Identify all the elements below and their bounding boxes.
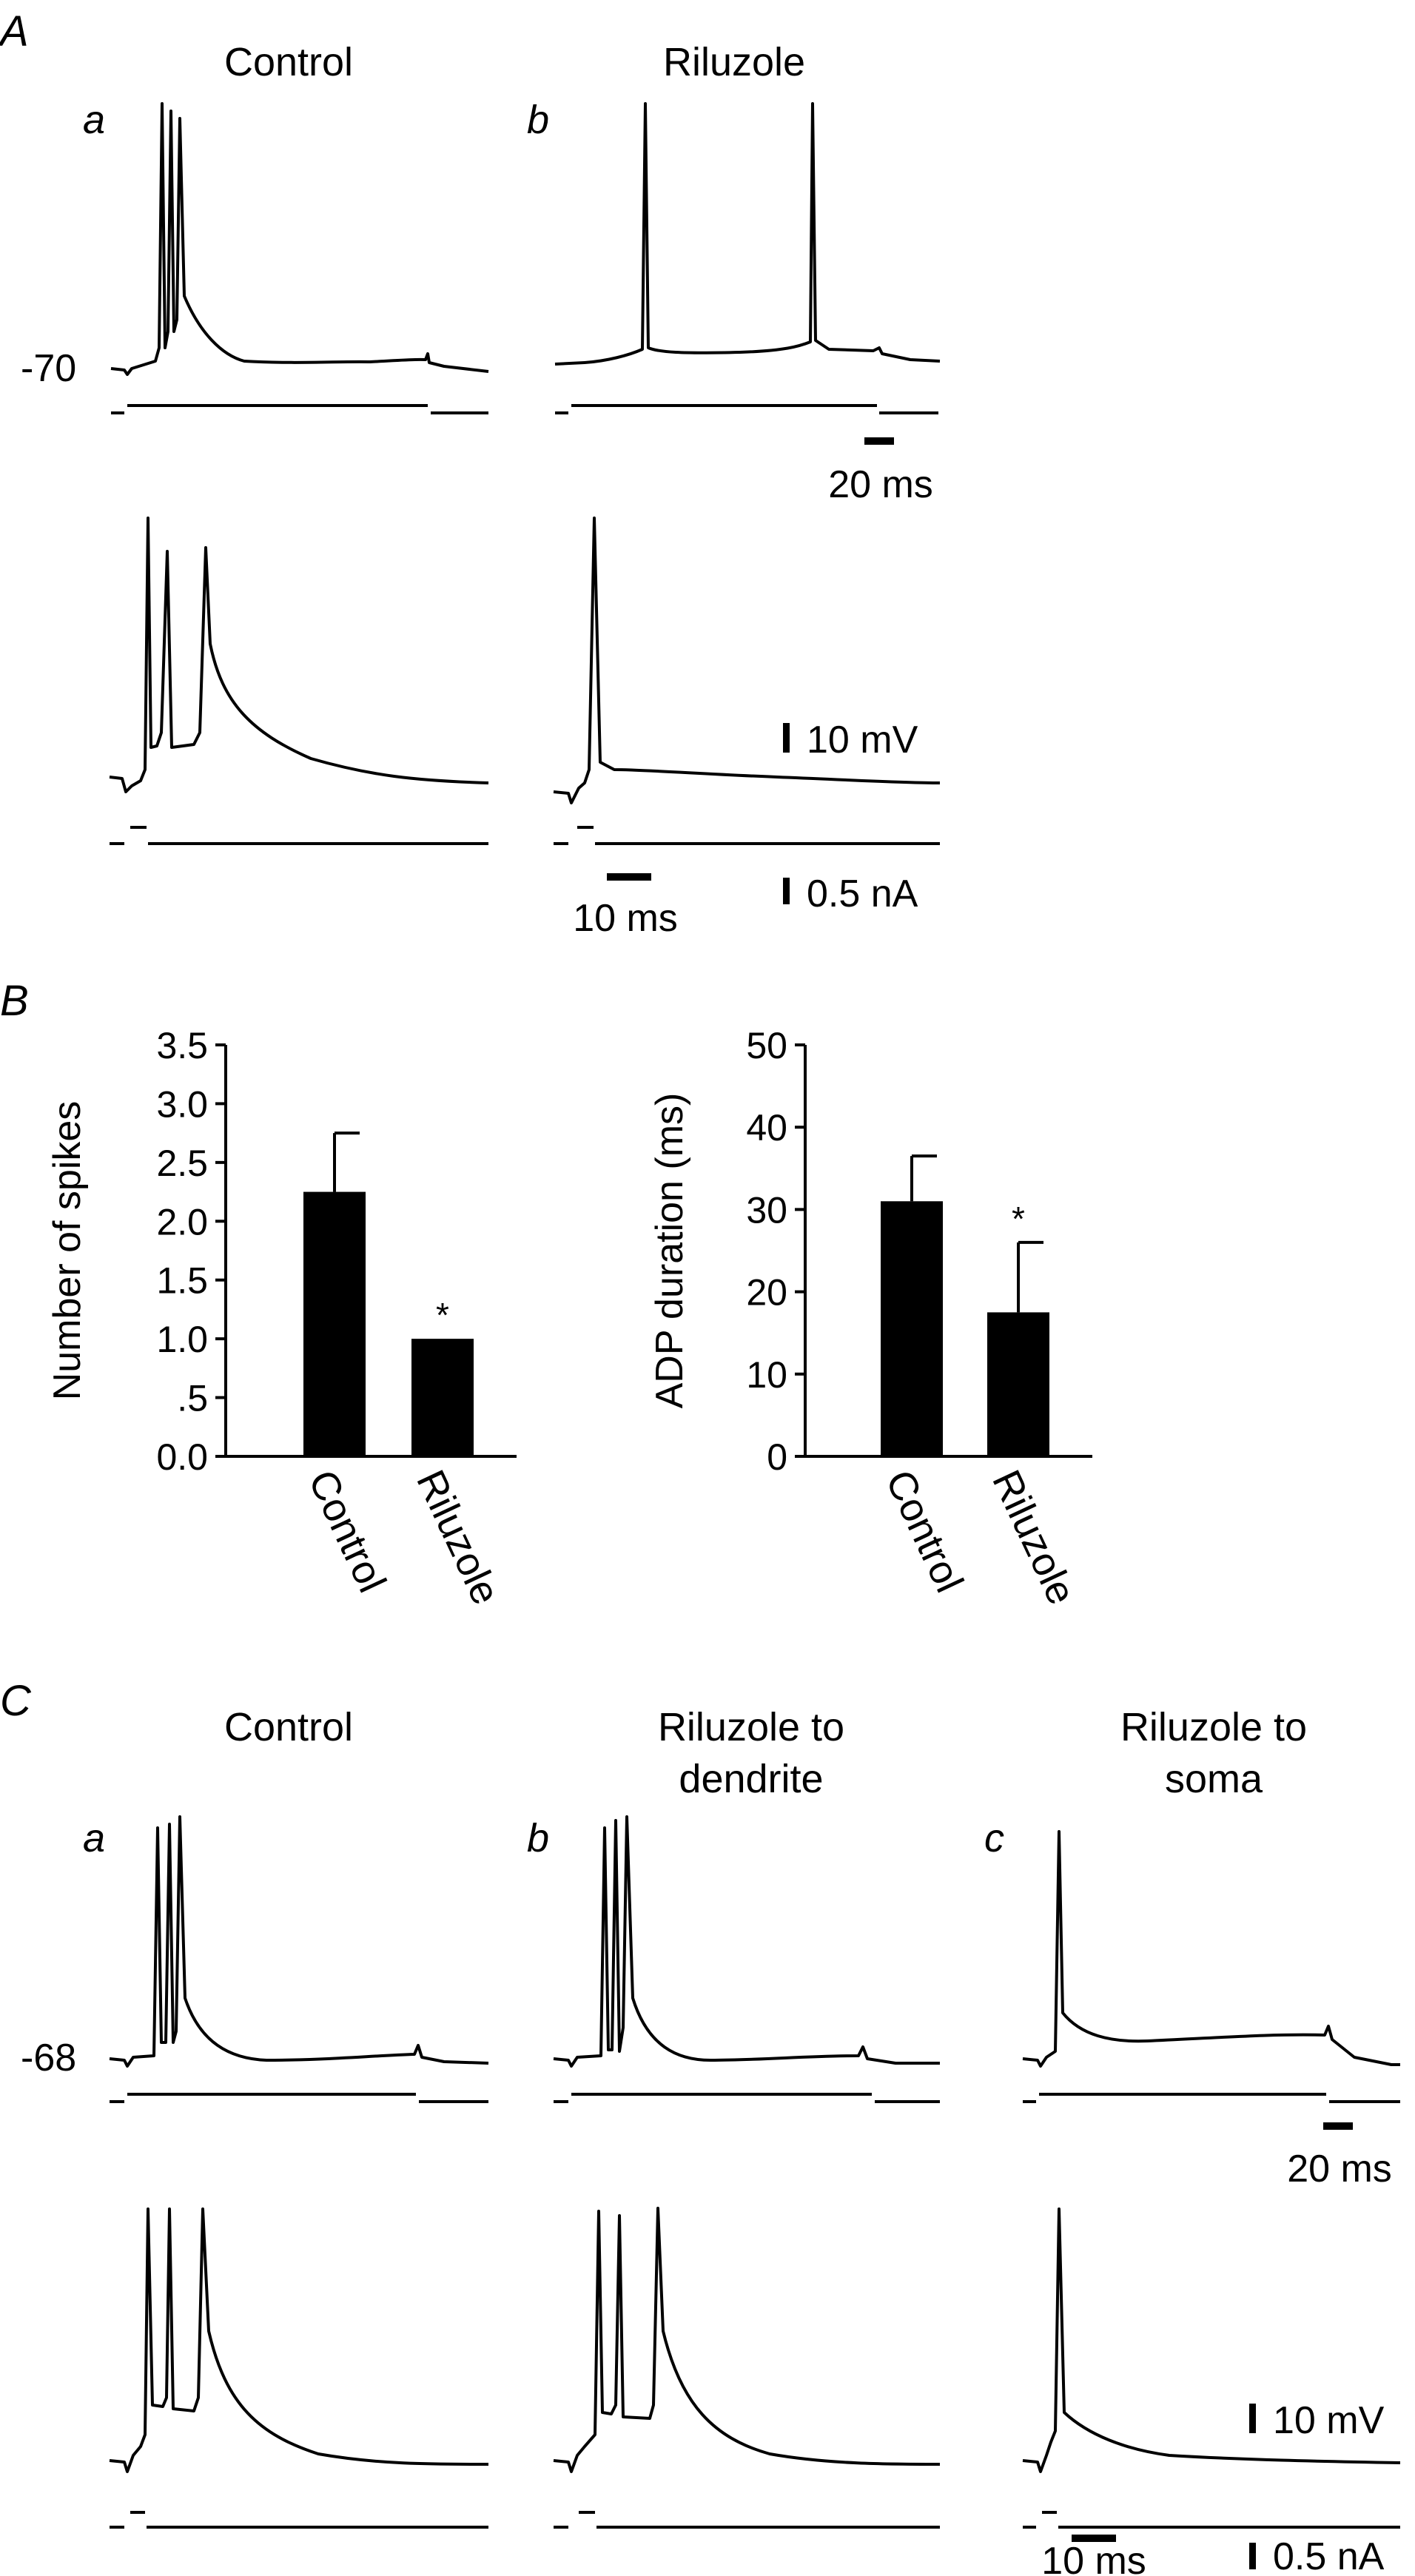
y-tick-label: .5 — [177, 1378, 208, 1419]
scalebar-a-current-label: 0.5 nA — [807, 872, 918, 915]
panel-c-vm-label: -68 — [21, 2037, 76, 2079]
panel-a-letter: A — [0, 7, 29, 56]
stim-c-control-short — [110, 2511, 488, 2529]
y-tick-label: 2.0 — [156, 1201, 208, 1242]
panel-c-sublabel-b: b — [527, 1816, 549, 1860]
bar-chart-number-of-spikes: 0.0 .5 1.0 1.5 2.0 2.5 3.0 3.5 Number of spikes C… — [46, 1025, 517, 1611]
y-tick-label: 3.0 — [156, 1083, 208, 1125]
panel-c-letter: C — [0, 1677, 32, 1725]
scalebar-c-time-top — [1323, 2122, 1353, 2130]
panel-c-sublabel-c: c — [984, 1816, 1004, 1860]
trace-c-control-long — [109, 1815, 489, 2068]
panel-b-letter: B — [0, 977, 29, 1025]
panel-c-title-soma-1: Riluzole to — [1120, 1705, 1307, 1749]
y-tick-label: 1.0 — [156, 1319, 208, 1360]
stim-a-control-short — [110, 826, 488, 845]
bar — [411, 1339, 474, 1456]
panel-c-sublabel-a: a — [83, 1816, 105, 1860]
trace-c-soma-short — [1022, 2207, 1401, 2473]
y-tick-label: 2.5 — [156, 1143, 208, 1184]
panel-a-sublabel-b: b — [527, 98, 549, 142]
scalebar-c-current-label: 0.5 nA — [1273, 2535, 1385, 2576]
stim-c-soma-short — [1023, 2511, 1400, 2529]
stim-c-dendrite-long — [554, 2093, 940, 2103]
y-tick-label: 20 — [746, 1272, 787, 1314]
y-tick-label: 0 — [767, 1436, 787, 1478]
panel-a-sublabel-a: a — [83, 98, 105, 142]
scalebar-c-time-bottom — [1072, 2535, 1116, 2542]
panel-a-vm-label: -70 — [21, 347, 76, 390]
trace-a-riluzole-short — [553, 517, 941, 804]
scalebar-a-time-bottom — [607, 873, 651, 881]
y-tick-label: 30 — [746, 1189, 787, 1231]
bar — [881, 1201, 943, 1456]
trace-c-soma-long — [1022, 1830, 1400, 2068]
scalebar-a-voltage — [783, 723, 790, 753]
panel-c-title-dendrite-2: dendrite — [679, 1757, 823, 1801]
scalebar-c-current — [1249, 2543, 1256, 2569]
trace-c-dendrite-short — [553, 2207, 941, 2473]
scalebar-c-voltage-label: 10 mV — [1273, 2399, 1385, 2442]
trace-c-dendrite-long — [553, 1815, 940, 2068]
scalebar-c-voltage — [1249, 2404, 1256, 2433]
y-tick-label: 50 — [746, 1025, 787, 1066]
y-tick-label: 40 — [746, 1107, 787, 1149]
bar-chart-adp-duration: 0 10 20 30 40 50 ADP duration (ms) Control * Rilu… — [648, 1025, 1092, 1611]
x-category-label: Control — [300, 1464, 394, 1599]
panel-c-title-soma-2: soma — [1165, 1757, 1263, 1801]
trace-c-control-short — [109, 2207, 489, 2473]
stim-a-control-long — [111, 404, 488, 414]
trace-a-riluzole-long — [554, 102, 941, 366]
y-tick-label: 3.5 — [156, 1025, 208, 1066]
significance-marker: * — [1012, 1200, 1025, 1238]
scalebar-c-time-bottom-label: 10 ms — [1041, 2540, 1146, 2576]
y-axis-label: Number of spikes — [46, 1101, 89, 1401]
bar — [303, 1191, 366, 1456]
stim-c-soma-long — [1023, 2093, 1400, 2103]
panel-a-title-control: Control — [224, 40, 353, 84]
y-axis-label: ADP duration (ms) — [648, 1093, 691, 1409]
x-category-label: Riluzole — [408, 1464, 508, 1611]
significance-marker: * — [436, 1296, 449, 1334]
y-tick-label: 10 — [746, 1354, 787, 1396]
panel-c-title-dendrite-1: Riluzole to — [658, 1705, 844, 1749]
stim-c-dendrite-short — [554, 2511, 940, 2529]
stim-a-riluzole-short — [554, 826, 940, 845]
trace-a-control-short — [109, 517, 489, 793]
scalebar-a-current — [783, 878, 790, 904]
scalebar-a-time-top-label: 20 ms — [828, 463, 933, 506]
panel-a-title-riluzole: Riluzole — [663, 40, 805, 84]
x-category-label: Riluzole — [984, 1464, 1084, 1611]
y-tick-label: 0.0 — [156, 1436, 208, 1478]
scalebar-a-time-top — [864, 437, 894, 445]
y-tick-label: 1.5 — [156, 1260, 208, 1302]
scalebar-c-time-top-label: 20 ms — [1287, 2148, 1392, 2190]
panel-c-title-control: Control — [224, 1705, 353, 1749]
scalebar-a-voltage-label: 10 mV — [807, 719, 918, 761]
stim-a-riluzole-long — [555, 404, 938, 414]
scalebar-a-time-bottom-label: 10 ms — [573, 897, 678, 940]
stim-c-control-long — [110, 2093, 488, 2103]
x-category-label: Control — [877, 1464, 972, 1599]
trace-a-control-long — [110, 102, 489, 376]
bar — [987, 1312, 1049, 1456]
